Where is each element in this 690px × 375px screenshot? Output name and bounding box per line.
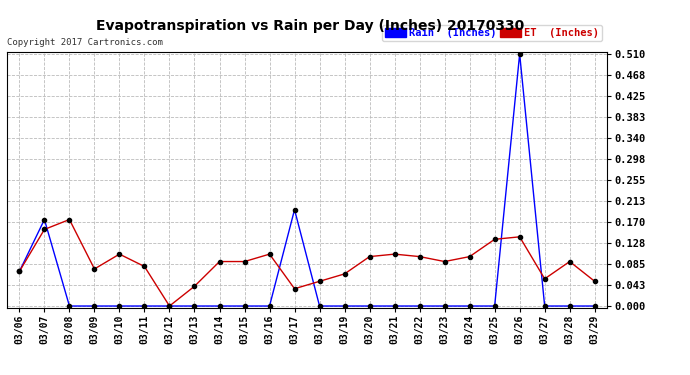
Text: Evapotranspiration vs Rain per Day (Inches) 20170330: Evapotranspiration vs Rain per Day (Inch…	[97, 19, 524, 33]
Legend: Rain  (Inches), ET  (Inches): Rain (Inches), ET (Inches)	[382, 24, 602, 41]
Text: Copyright 2017 Cartronics.com: Copyright 2017 Cartronics.com	[7, 38, 163, 47]
